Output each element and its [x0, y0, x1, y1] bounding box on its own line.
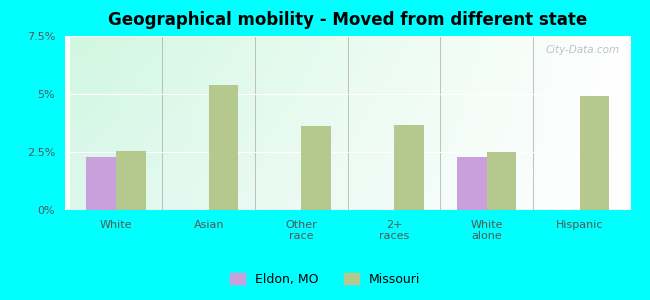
Legend: Eldon, MO, Missouri: Eldon, MO, Missouri — [225, 268, 425, 291]
Text: City-Data.com: City-Data.com — [545, 45, 619, 55]
Bar — [86, 157, 116, 210]
Bar — [302, 127, 331, 210]
Bar — [209, 85, 239, 210]
Bar — [116, 151, 146, 210]
Bar — [457, 157, 487, 210]
Title: Geographical mobility - Moved from different state: Geographical mobility - Moved from diffe… — [108, 11, 588, 29]
Bar — [394, 125, 424, 210]
Bar — [487, 152, 517, 210]
Bar — [580, 96, 609, 210]
